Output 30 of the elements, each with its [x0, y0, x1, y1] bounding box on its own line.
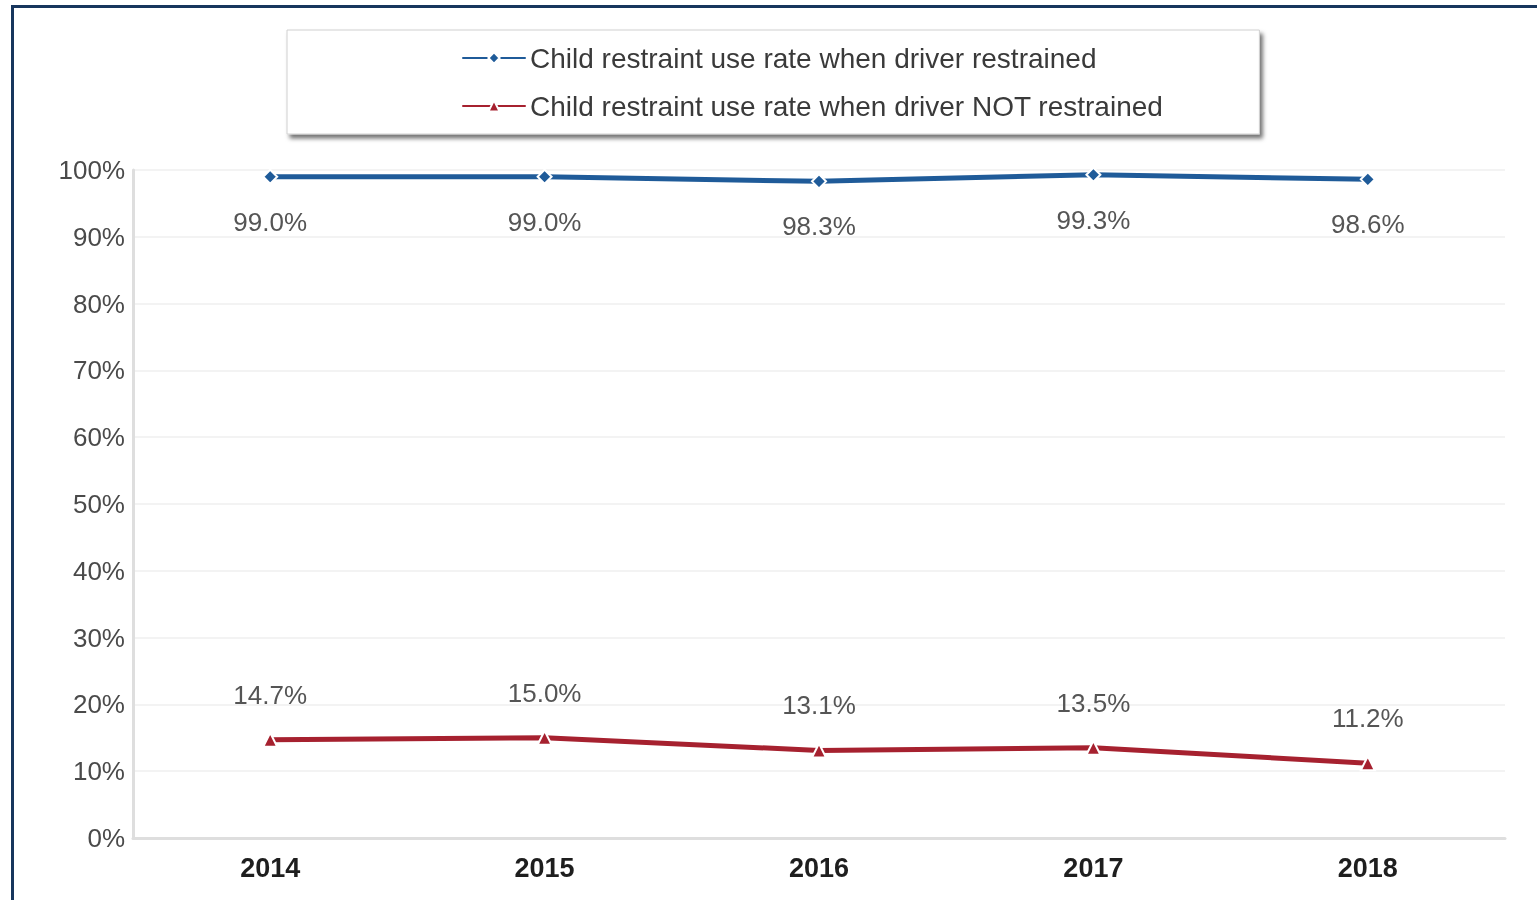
y-tick-label: 50% — [72, 489, 125, 519]
data-label: 11.2% — [1331, 703, 1404, 734]
point — [262, 168, 279, 185]
y-tick-label: 90% — [72, 221, 125, 252]
y-tick-label: 60% — [72, 422, 125, 453]
x-tick-label: 2017 — [1063, 852, 1124, 883]
legend-label: Child restraint use rate when driver NOT restrained — [530, 90, 1163, 122]
legend-label: Child restraint use rate when driver restrained — [530, 42, 1097, 74]
y-tick-label: 30% — [72, 622, 125, 653]
x-tick-label: 2016 — [788, 852, 850, 883]
data-label: 99.0% — [233, 206, 308, 237]
data-label: 13.5% — [1056, 687, 1131, 718]
x-tick-label: 2014 — [240, 852, 301, 883]
point — [536, 168, 553, 185]
y-tick-label: 70% — [72, 355, 125, 386]
y-tick-label: 100% — [58, 155, 125, 185]
data-label: 13.1% — [782, 690, 856, 721]
data-label: 98.3% — [782, 211, 856, 242]
data-label: 99.0% — [507, 206, 582, 237]
data-label: 14.7% — [233, 679, 308, 710]
y-tick-label: 80% — [72, 288, 125, 319]
y-tick-label: 40% — [72, 555, 125, 586]
y-tick-label: 0% — [87, 823, 125, 853]
x-tick-label: 2015 — [514, 852, 575, 883]
x-tick-label: 2018 — [1337, 852, 1398, 883]
data-label: 15.0% — [507, 677, 582, 708]
y-tick-label: 10% — [72, 756, 125, 787]
data-label: 99.3% — [1056, 204, 1131, 235]
y-tick-label: 20% — [72, 689, 125, 720]
data-label: 98.6% — [1330, 209, 1405, 240]
